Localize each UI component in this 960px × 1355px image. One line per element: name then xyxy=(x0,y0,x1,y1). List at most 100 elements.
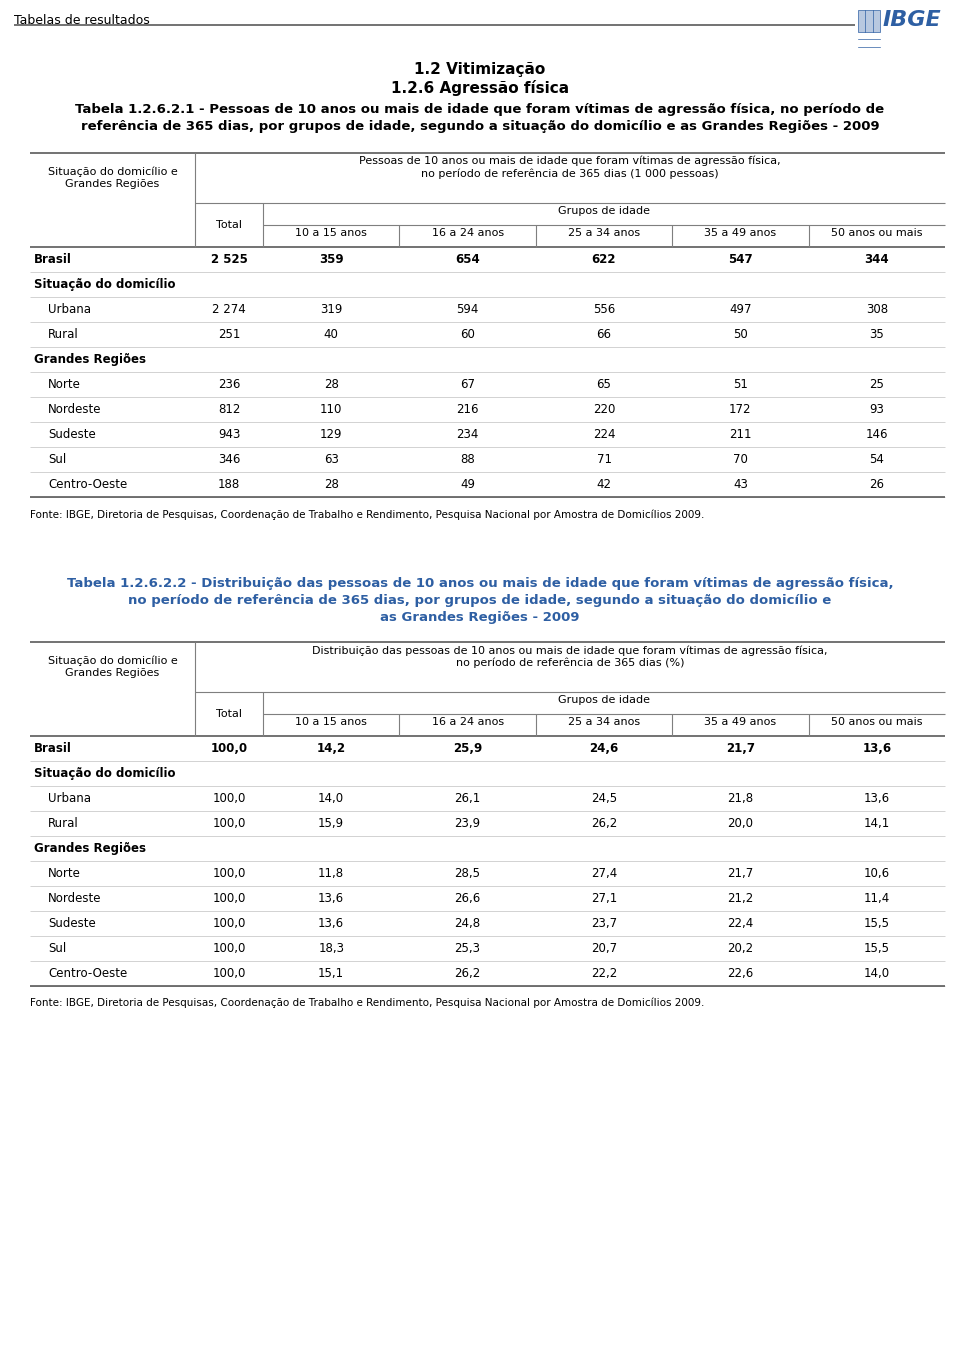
Text: 22,4: 22,4 xyxy=(728,917,754,930)
Text: 11,4: 11,4 xyxy=(864,892,890,905)
Text: 497: 497 xyxy=(730,304,752,316)
Text: 15,5: 15,5 xyxy=(864,917,890,930)
Text: 88: 88 xyxy=(460,453,475,466)
Text: Fonte: IBGE, Diretoria de Pesquisas, Coordenação de Trabalho e Rendimento, Pesqu: Fonte: IBGE, Diretoria de Pesquisas, Coo… xyxy=(30,999,705,1008)
Text: Situação do domicílio: Situação do domicílio xyxy=(34,278,176,291)
Text: 211: 211 xyxy=(730,428,752,440)
Text: Tabelas de resultados: Tabelas de resultados xyxy=(14,14,150,27)
Text: 556: 556 xyxy=(593,304,615,316)
Text: 63: 63 xyxy=(324,453,339,466)
Text: 28: 28 xyxy=(324,478,339,491)
Text: 1.2.6 Agressão física: 1.2.6 Agressão física xyxy=(391,80,569,96)
Text: 26,2: 26,2 xyxy=(454,967,481,980)
Text: 25,9: 25,9 xyxy=(453,743,482,755)
Text: 16 a 24 anos: 16 a 24 anos xyxy=(432,717,504,728)
Text: Nordeste: Nordeste xyxy=(48,892,102,905)
Text: 2 274: 2 274 xyxy=(212,304,246,316)
Text: 15,9: 15,9 xyxy=(318,817,345,831)
Text: 23,7: 23,7 xyxy=(591,917,617,930)
Text: 20,7: 20,7 xyxy=(591,942,617,955)
Text: Distribuição das pessoas de 10 anos ou mais de idade que foram vítimas de agress: Distribuição das pessoas de 10 anos ou m… xyxy=(312,645,828,668)
Bar xyxy=(858,9,880,33)
Text: 359: 359 xyxy=(319,253,344,266)
Text: 100,0: 100,0 xyxy=(212,967,246,980)
Text: 50 anos ou mais: 50 anos ou mais xyxy=(831,717,923,728)
Text: 27,1: 27,1 xyxy=(590,892,617,905)
Text: 100,0: 100,0 xyxy=(212,917,246,930)
Text: 51: 51 xyxy=(733,378,748,392)
Text: 216: 216 xyxy=(456,402,479,416)
Text: 129: 129 xyxy=(320,428,343,440)
Text: 28,5: 28,5 xyxy=(455,867,481,879)
Text: 13,6: 13,6 xyxy=(864,793,890,805)
Text: 100,0: 100,0 xyxy=(212,867,246,879)
Text: 23,9: 23,9 xyxy=(454,817,481,831)
Text: Sul: Sul xyxy=(48,942,66,955)
Text: 21,7: 21,7 xyxy=(726,743,755,755)
Text: 13,6: 13,6 xyxy=(318,917,345,930)
Text: Grandes Regiões: Grandes Regiões xyxy=(34,354,146,366)
Text: 146: 146 xyxy=(866,428,888,440)
Text: 14,0: 14,0 xyxy=(318,793,345,805)
Text: 14,0: 14,0 xyxy=(864,967,890,980)
Text: 22,2: 22,2 xyxy=(590,967,617,980)
Text: Grupos de idade: Grupos de idade xyxy=(558,206,650,215)
Text: 110: 110 xyxy=(320,402,343,416)
Text: 224: 224 xyxy=(592,428,615,440)
Text: 18,3: 18,3 xyxy=(318,942,345,955)
Text: 26: 26 xyxy=(870,478,884,491)
Text: 70: 70 xyxy=(733,453,748,466)
Text: Norte: Norte xyxy=(48,378,81,392)
Text: 54: 54 xyxy=(870,453,884,466)
Text: 35 a 49 anos: 35 a 49 anos xyxy=(705,228,777,238)
Text: 25,3: 25,3 xyxy=(455,942,481,955)
Text: 65: 65 xyxy=(596,378,612,392)
Text: 172: 172 xyxy=(730,402,752,416)
Text: Centro-Oeste: Centro-Oeste xyxy=(48,478,128,491)
Text: 308: 308 xyxy=(866,304,888,316)
Text: 622: 622 xyxy=(591,253,616,266)
Text: 26,6: 26,6 xyxy=(454,892,481,905)
Text: Situação do domicílio: Situação do domicílio xyxy=(34,767,176,780)
Text: 25 a 34 anos: 25 a 34 anos xyxy=(568,228,640,238)
Text: 14,1: 14,1 xyxy=(864,817,890,831)
Text: 15,5: 15,5 xyxy=(864,942,890,955)
Text: Grandes Regiões: Grandes Regiões xyxy=(34,841,146,855)
Text: Total: Total xyxy=(216,220,242,230)
Text: 236: 236 xyxy=(218,378,240,392)
Text: 35 a 49 anos: 35 a 49 anos xyxy=(705,717,777,728)
Text: 40: 40 xyxy=(324,328,339,341)
Text: 10,6: 10,6 xyxy=(864,867,890,879)
Text: Grupos de idade: Grupos de idade xyxy=(558,695,650,705)
Text: 71: 71 xyxy=(596,453,612,466)
Text: no período de referência de 365 dias, por grupos de idade, segundo a situação do: no período de referência de 365 dias, po… xyxy=(129,593,831,607)
Text: 26,2: 26,2 xyxy=(590,817,617,831)
Text: Norte: Norte xyxy=(48,867,81,879)
Text: Centro-Oeste: Centro-Oeste xyxy=(48,967,128,980)
Text: as Grandes Regiões - 2009: as Grandes Regiões - 2009 xyxy=(380,611,580,625)
Text: 10 a 15 anos: 10 a 15 anos xyxy=(296,717,367,728)
Text: 100,0: 100,0 xyxy=(212,942,246,955)
Text: Total: Total xyxy=(216,709,242,720)
Text: 1.2 Vitimização: 1.2 Vitimização xyxy=(415,62,545,77)
Text: 2 525: 2 525 xyxy=(210,253,248,266)
Text: 21,7: 21,7 xyxy=(728,867,754,879)
Text: 28: 28 xyxy=(324,378,339,392)
Text: 346: 346 xyxy=(218,453,240,466)
Text: 10 a 15 anos: 10 a 15 anos xyxy=(296,228,367,238)
Text: 25: 25 xyxy=(870,378,884,392)
Text: 93: 93 xyxy=(870,402,884,416)
Text: 67: 67 xyxy=(460,378,475,392)
Text: 188: 188 xyxy=(218,478,240,491)
Text: Situação do domicílio e
Grandes Regiões: Situação do domicílio e Grandes Regiões xyxy=(48,656,178,678)
Text: 24,8: 24,8 xyxy=(454,917,481,930)
Text: 812: 812 xyxy=(218,402,240,416)
Text: referência de 365 dias, por grupos de idade, segundo a situação do domicílio e a: referência de 365 dias, por grupos de id… xyxy=(81,121,879,133)
Text: Sudeste: Sudeste xyxy=(48,917,96,930)
Text: 20,2: 20,2 xyxy=(728,942,754,955)
Text: 14,2: 14,2 xyxy=(317,743,346,755)
Text: Rural: Rural xyxy=(48,328,79,341)
Text: 220: 220 xyxy=(593,402,615,416)
Text: Sul: Sul xyxy=(48,453,66,466)
Text: Rural: Rural xyxy=(48,817,79,831)
